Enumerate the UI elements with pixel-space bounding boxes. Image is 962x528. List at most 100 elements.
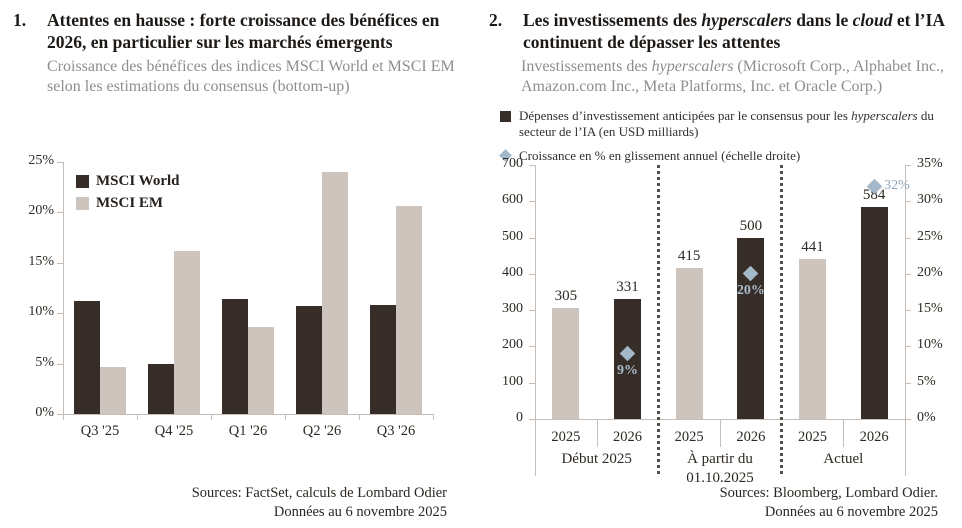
left-panel-title-text: Attentes en hausse : forte croissance de… [47, 10, 440, 52]
left-sources-line2: Données au 6 novembre 2025 [273, 504, 447, 521]
italic-segment: hyperscalers [701, 10, 792, 30]
year-tick-label: 2025 [797, 429, 827, 445]
y-right-tick-mark [905, 346, 911, 348]
right-panel-number: 2. [489, 10, 503, 30]
y-right-tick-mark [905, 273, 911, 275]
bar-msci-em [396, 206, 422, 414]
y-tick-mark [57, 262, 63, 264]
y-tick-mark [57, 212, 63, 214]
y-left-tick-mark [529, 310, 535, 312]
legend-capex-label: Dépenses d’investissement anticipées par… [519, 108, 958, 141]
year-cell-separator [720, 419, 721, 447]
bar-2025 [675, 268, 703, 419]
y-right-tick-mark [905, 237, 911, 239]
bar-msci-em [174, 250, 200, 414]
x-tick-mark [137, 414, 138, 420]
legend-item-growth: Croissance en % en glissement annuel (éc… [499, 147, 958, 164]
y-left-tick-mark [529, 201, 535, 203]
label-area-left-edge [535, 419, 536, 476]
group-separator-dotted [780, 165, 784, 477]
x-tick-label: Q1 '26 [228, 423, 268, 439]
group-separator-dotted [656, 165, 660, 477]
y-left-tick-mark [529, 165, 535, 166]
bar-msci-world [222, 299, 248, 414]
bar-value-label: 305 [554, 288, 578, 305]
x-tick-label: Q4 '25 [154, 423, 194, 439]
y-left-tick-label: 400 [502, 264, 523, 280]
legend-row: MSCI EM [76, 195, 180, 212]
text-segment: et l’IA continuent de dépasser les atten… [523, 10, 944, 52]
msci-earnings-chart: 0% 5% 10% 15% 20% 25% Q3 '25 Q4 '25 Q1 '26 Q2 '26… [0, 150, 481, 455]
y-left-tick-mark [529, 419, 535, 420]
y-tick-mark [57, 363, 63, 365]
group-label: À partir du 01.10.2025 [686, 451, 754, 486]
y-right-tick-label: 20% [917, 264, 943, 280]
y-left-tick-label: 200 [502, 337, 523, 353]
y-axis-line [63, 162, 64, 414]
y-left-tick-label: 300 [502, 301, 523, 317]
bar-msci-world [148, 363, 174, 414]
y-tick-mark [57, 162, 63, 163]
y-axis-left-line [535, 165, 536, 419]
bar-msci-em [248, 327, 274, 414]
y-right-tick-label: 0% [917, 410, 936, 425]
left-panel-title: 1. Attentes en hausse : forte croissance… [13, 10, 477, 53]
text-segment: Investissements des [521, 58, 652, 75]
y-tick-label: 25% [28, 153, 54, 168]
chart-legend: MSCI World MSCI EM [76, 173, 180, 217]
bar-msci-em [322, 172, 348, 414]
x-tick-mark [285, 414, 286, 420]
y-right-tick-label: 35% [917, 156, 943, 171]
bar-value-label: 415 [677, 248, 701, 265]
left-panel-number: 1. [13, 10, 27, 30]
y-left-tick-mark [529, 237, 535, 239]
y-right-tick-mark [905, 165, 911, 166]
italic-segment: hyperscalers [851, 108, 918, 123]
y-tick-mark [57, 313, 63, 315]
x-tick-label: Q3 '26 [376, 423, 416, 439]
capex-square-icon [500, 111, 511, 122]
right-chart-legend: Dépenses d’investissement anticipées par… [499, 108, 958, 164]
bar-2026 [737, 237, 765, 419]
left-sources: Sources: FactSet, calculs de Lombard Odi… [115, 484, 447, 522]
y-left-tick-label: 100 [502, 373, 523, 389]
right-panel-title: 2. Les investissements des hyperscalers … [489, 10, 959, 53]
y-tick-label: 0% [35, 405, 54, 420]
right-panel-subtitle: Investissements des hyperscalers (Micros… [521, 57, 959, 98]
bar-2025 [799, 258, 826, 419]
y-left-tick-mark [529, 273, 535, 275]
year-tick-label: 2026 [612, 429, 642, 445]
year-cell-separator [843, 419, 845, 447]
text-segment: Les investissements des [523, 10, 702, 30]
y-right-tick-label: 25% [917, 228, 943, 244]
bar-msci-world [296, 306, 322, 414]
y-left-tick-label: 0 [516, 410, 523, 425]
y-left-tick-mark [529, 382, 535, 384]
y-tick-label: 5% [35, 354, 54, 370]
legend-row: MSCI World [76, 173, 180, 190]
y-axis-right-line [905, 165, 906, 419]
legend-swatch-icon [76, 197, 89, 210]
bar-value-label: 584 [862, 187, 886, 204]
right-sources-line2: Données au 6 novembre 2025 [764, 504, 938, 521]
bar-2025 [552, 308, 580, 419]
y-left-tick-label: 700 [502, 156, 523, 171]
y-right-tick-label: 10% [917, 337, 943, 353]
hyperscaler-capex-chart: 0 100 200 300 400 500 600 700 0% 5% 10% 15% 20% 25% 30… [481, 155, 962, 486]
y-tick-label: 20% [28, 203, 54, 219]
group-label: Début 2025 [561, 451, 632, 467]
x-tick-mark [63, 414, 64, 420]
y-right-tick-mark [905, 382, 911, 384]
left-sources-line1: Sources: FactSet, calculs de Lombard Odi… [191, 485, 447, 501]
year-tick-label: 2025 [674, 429, 704, 445]
bar-value-label: 500 [739, 217, 763, 234]
bar-value-label: 331 [616, 278, 639, 295]
legend-growth-label: Croissance en % en glissement annuel (éc… [519, 147, 801, 163]
y-right-tick-label: 30% [917, 192, 943, 208]
year-tick-label: 2026 [736, 429, 766, 445]
right-sources-line1: Sources: Bloomberg, Lombard Odier. [719, 485, 938, 501]
left-panel-subtitle: Croissance des bénéfices des indices MSC… [47, 58, 455, 96]
x-tick-mark [433, 414, 434, 420]
text-segment: du secteur de l’IA (en USD milliards) [519, 108, 934, 140]
